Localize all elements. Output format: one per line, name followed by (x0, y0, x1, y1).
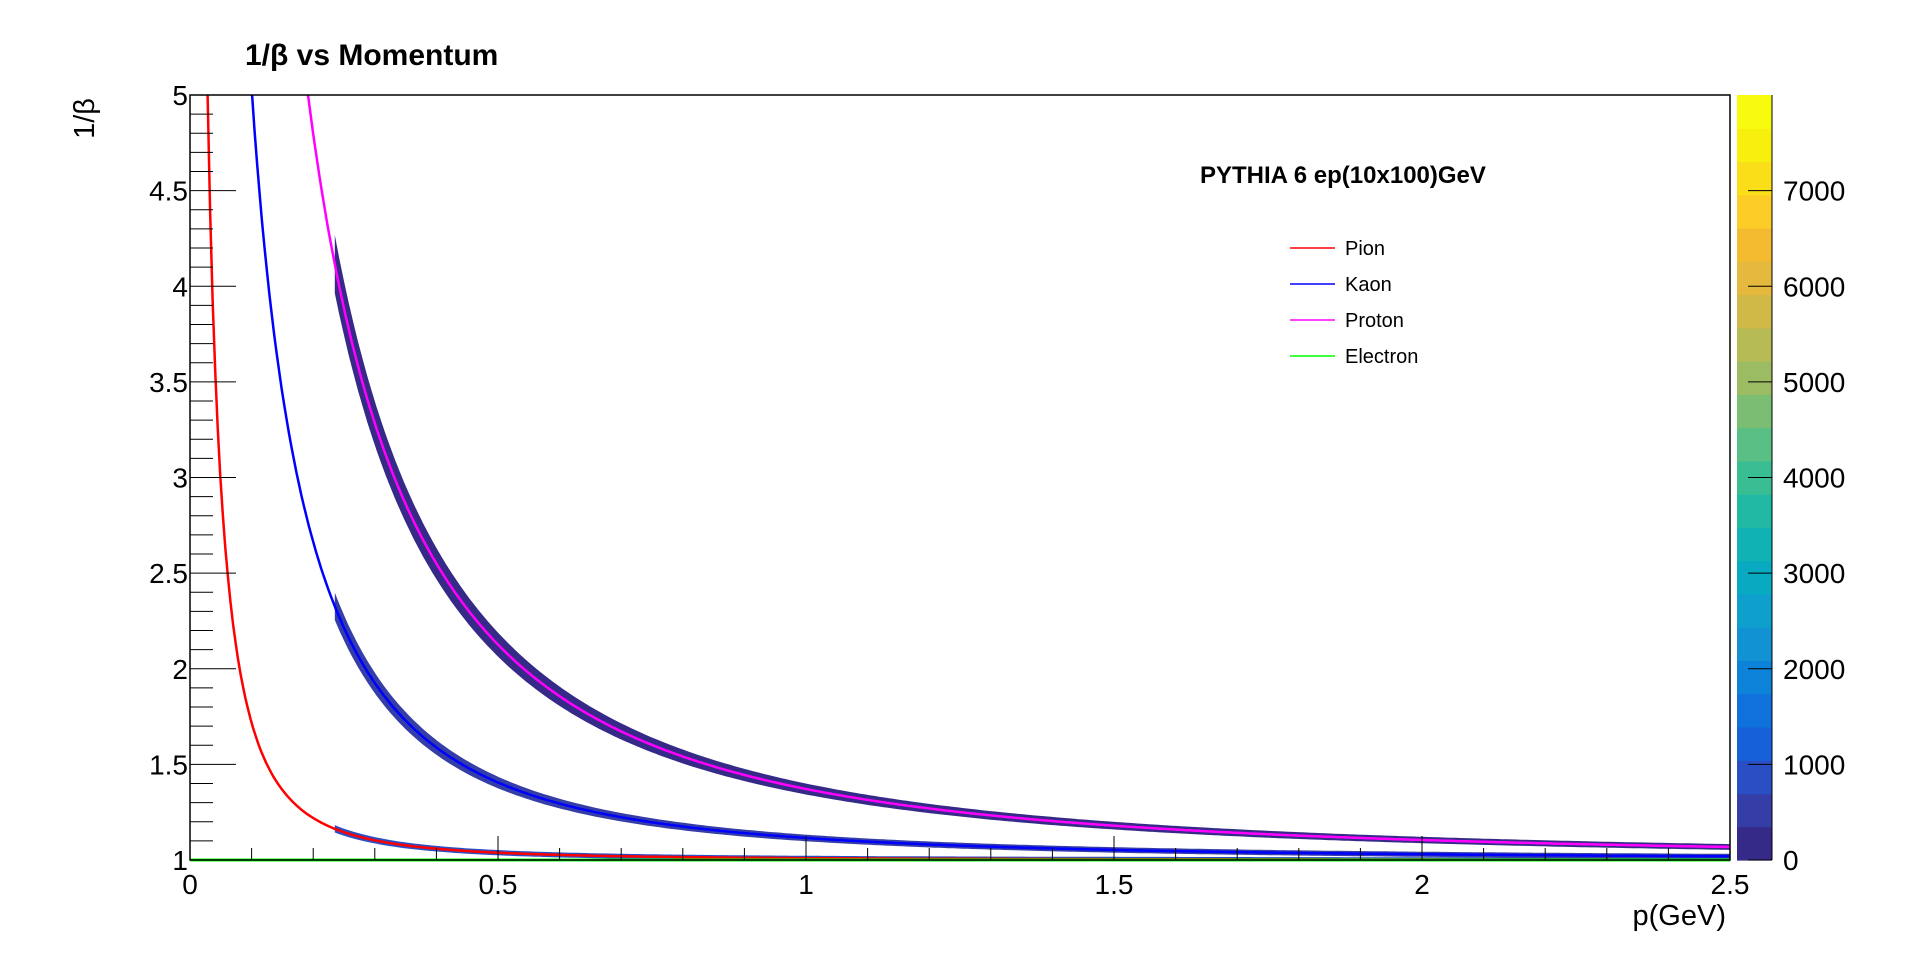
x-axis-label: p(GeV) (1633, 900, 1726, 932)
colorbar-swatch (1737, 161, 1772, 196)
colorbar-swatch (1737, 294, 1772, 329)
legend: Pion Kaon Proton Electron (1290, 238, 1418, 368)
colorbar-tick-label: 4000 (1783, 463, 1845, 494)
legend-label: Pion (1345, 238, 1385, 260)
colorbar-swatch (1737, 560, 1772, 595)
colorbar-swatch (1737, 693, 1772, 728)
colorbar-swatch (1737, 627, 1772, 662)
y-axis: 1 1.5 2 2.5 3 3.5 4 4.5 5 (149, 80, 236, 876)
legend-item-proton: Proton (1290, 310, 1404, 332)
colorbar-swatch (1737, 527, 1772, 562)
x-axis: 0 0.5 1 1.5 2 2.5 (182, 836, 1749, 900)
y-tick-label: 1 (172, 845, 188, 876)
colorbar-swatch (1737, 361, 1772, 395)
legend-label: Proton (1345, 310, 1404, 332)
colorbar-swatch (1737, 726, 1772, 761)
x-tick-label: 0.5 (479, 869, 518, 900)
y-tick-label: 5 (172, 80, 188, 111)
legend-label: Electron (1345, 346, 1418, 368)
x-tick-label: 2 (1414, 869, 1430, 900)
colorbar-swatch (1737, 228, 1772, 262)
colorbar-swatch (1737, 95, 1772, 129)
colorbar-swatch (1737, 593, 1772, 628)
colorbar-tick-label: 6000 (1783, 271, 1845, 302)
legend-item-kaon: Kaon (1290, 274, 1392, 296)
y-tick-label: 4 (172, 271, 188, 302)
colorbar-tick-label: 7000 (1783, 176, 1845, 207)
x-tick-label: 1 (798, 869, 814, 900)
y-tick-label: 2.5 (149, 558, 188, 589)
colorbar-swatch (1737, 760, 1772, 795)
series-line-proton (306, 94, 1731, 849)
colorbar-swatch (1737, 394, 1772, 429)
y-tick-label: 2 (172, 654, 188, 685)
colorbar-tick-label: 3000 (1783, 558, 1845, 589)
colorbar-swatch (1737, 327, 1772, 362)
annotation-text: PYTHIA 6 ep(10x100)GeV (1200, 162, 1486, 189)
y-tick-label: 1.5 (149, 749, 188, 780)
y-tick-label: 3.5 (149, 367, 188, 398)
colorbar-swatch (1737, 660, 1772, 695)
x-tick-label: 1.5 (1095, 869, 1134, 900)
colorbar-swatch (1737, 261, 1772, 296)
colorbar-swatch (1737, 194, 1772, 229)
y-axis-label: 1/β (69, 98, 101, 139)
legend-label: Kaon (1345, 274, 1392, 296)
x-tick-label: 0 (182, 869, 198, 900)
y-tick-label: 4.5 (149, 176, 188, 207)
colorbar-tick-label: 0 (1783, 845, 1799, 876)
colorbar-tick-label: 1000 (1783, 749, 1845, 780)
legend-item-electron: Electron (1290, 346, 1418, 368)
colorbar-swatch (1737, 128, 1772, 163)
legend-item-pion: Pion (1290, 238, 1385, 260)
colorbar-swatch (1737, 494, 1772, 528)
colorbar-swatch (1737, 427, 1772, 462)
chart-title: 1/β vs Momentum (245, 39, 498, 72)
colorbar-swatch (1737, 793, 1772, 828)
colorbar-swatch (1737, 826, 1772, 861)
colorbar-tick-label: 2000 (1783, 654, 1845, 685)
colorbar: 0 1000 2000 3000 4000 5000 6000 7000 (1737, 95, 1845, 876)
colorbar-tick-label: 5000 (1783, 367, 1845, 398)
x-tick-label: 2.5 (1711, 869, 1750, 900)
y-tick-label: 3 (172, 463, 188, 494)
